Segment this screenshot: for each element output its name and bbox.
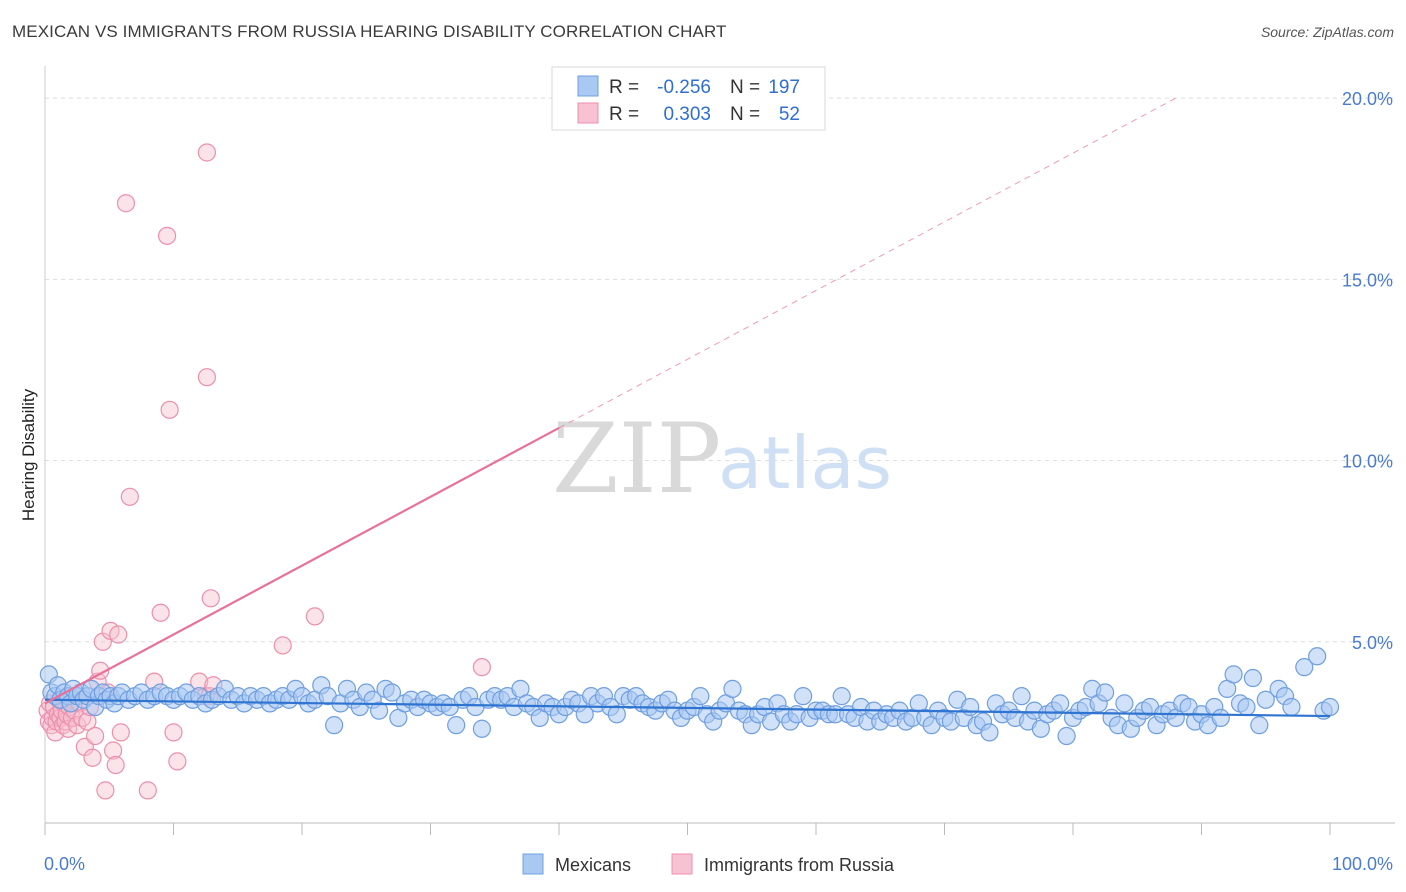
legend-r-value: -0.256: [657, 77, 711, 98]
russia-point: [86, 726, 105, 746]
trendlines: [44, 97, 1331, 718]
mexican-point: [382, 683, 402, 702]
russia-point: [273, 636, 292, 655]
watermark: ZIP atlas: [552, 403, 892, 515]
mexican-point: [1243, 668, 1263, 688]
legend-r-label: R =: [609, 104, 639, 125]
bottom-legend: Mexicans Immigrants from Russia: [522, 853, 895, 875]
mexican-point: [1320, 697, 1340, 717]
russia-point: [111, 723, 130, 742]
mexican-points: [39, 647, 1340, 746]
russia-point: [201, 589, 220, 608]
mexican-point: [1250, 716, 1269, 735]
mexican-point: [370, 701, 389, 720]
russia-point: [106, 755, 125, 775]
mexican-point: [1256, 690, 1275, 709]
mexican-point: [1057, 726, 1076, 746]
y-axis-title: Hearing Disability: [19, 388, 38, 521]
y-tick-labels: 5.0% 10.0% 15.0% 20.0%: [1342, 89, 1393, 653]
russia-point: [96, 781, 115, 800]
russia-point: [83, 748, 102, 767]
russia-trendline: [44, 426, 560, 705]
mexican-trendline: [44, 698, 1331, 718]
mexican-point: [1295, 658, 1314, 677]
bottom-legend-swatch-blue: [522, 853, 544, 875]
mexican-point: [1224, 665, 1243, 684]
russia-point: [59, 719, 78, 738]
legend-swatch-blue: [577, 75, 599, 97]
russia-point: [151, 603, 170, 622]
mexican-point: [961, 697, 980, 717]
mexican-point: [723, 679, 742, 698]
chart-title: MEXICAN VS IMMIGRANTS FROM RUSSIA HEARIN…: [12, 22, 727, 41]
mexican-point: [832, 687, 851, 706]
russia-point: [104, 741, 123, 760]
x-tick-label: 0.0%: [44, 854, 85, 874]
mexican-point: [980, 723, 999, 742]
mexican-point: [325, 716, 344, 735]
russia-point: [120, 487, 139, 506]
mexican-point: [1237, 697, 1256, 717]
legend-swatch-pink: [577, 102, 599, 124]
legend-n-label: N =: [730, 104, 760, 125]
bottom-legend-swatch-pink: [671, 853, 693, 875]
top-legend: R = -0.256 N = 197 R = 0.303 N = 52: [551, 66, 826, 131]
legend-r-label: R =: [609, 77, 639, 98]
mexican-point: [691, 687, 710, 706]
mexican-point: [472, 719, 491, 738]
mexican-point: [1308, 647, 1327, 666]
bottom-legend-mexicans: Mexicans: [555, 855, 631, 875]
y-tick-label: 20.0%: [1342, 89, 1393, 109]
mexican-point: [1211, 708, 1230, 727]
mexican-point: [794, 687, 813, 706]
russia-point: [168, 752, 187, 771]
x-tick-label: 100.0%: [1332, 854, 1393, 874]
russia-point: [157, 226, 177, 245]
russia-point: [109, 625, 128, 644]
russia-point: [197, 143, 217, 162]
x-tick-labels: 0.0% 100.0%: [44, 854, 1393, 874]
source-label: Source: ZipAtlas.com: [1260, 24, 1394, 40]
mexican-point: [1051, 694, 1070, 713]
y-tick-label: 15.0%: [1342, 270, 1393, 290]
mexican-point: [1115, 694, 1134, 713]
legend-r-value: 0.303: [663, 104, 711, 125]
mexican-point: [1012, 687, 1031, 706]
gridlines: [45, 97, 1395, 643]
mexican-point: [1282, 697, 1301, 717]
legend-n-label: N =: [730, 77, 760, 98]
russia-point: [164, 723, 183, 742]
bottom-legend-russia: Immigrants from Russia: [704, 855, 895, 875]
mexican-point: [447, 716, 466, 735]
watermark-atlas: atlas: [718, 421, 892, 505]
russia-point: [160, 400, 179, 419]
watermark-zip: ZIP: [552, 403, 721, 515]
y-tick-label: 5.0%: [1352, 633, 1393, 653]
y-tick-label: 10.0%: [1342, 452, 1393, 472]
mexican-point: [1096, 683, 1115, 702]
legend-n-value: 197: [768, 77, 800, 98]
russia-point: [472, 658, 491, 677]
russia-point: [78, 712, 97, 731]
russia-point: [116, 194, 136, 213]
russia-point: [138, 781, 157, 800]
russia-trendline-extension: [558, 97, 1177, 429]
mexican-point: [607, 705, 626, 724]
russia-point: [305, 607, 324, 626]
russia-point: [197, 368, 217, 387]
legend-n-value: 52: [779, 104, 800, 125]
